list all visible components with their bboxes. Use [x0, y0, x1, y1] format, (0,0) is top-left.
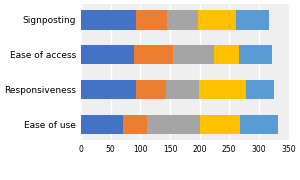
Bar [167, 80, 199, 99]
Bar [214, 45, 239, 64]
Bar [122, 115, 147, 134]
Bar [81, 115, 122, 134]
Bar [236, 10, 269, 30]
Bar [173, 45, 214, 64]
Bar [167, 10, 198, 30]
Bar [134, 45, 173, 64]
Bar [81, 10, 136, 30]
Bar [200, 115, 240, 134]
Bar [147, 115, 200, 134]
Bar [240, 115, 278, 134]
Bar [81, 80, 136, 99]
Bar [136, 80, 166, 99]
Bar [81, 45, 134, 64]
Bar [199, 80, 246, 99]
Bar [136, 10, 167, 30]
Bar [239, 45, 272, 64]
Bar [198, 10, 236, 30]
Bar [246, 80, 274, 99]
